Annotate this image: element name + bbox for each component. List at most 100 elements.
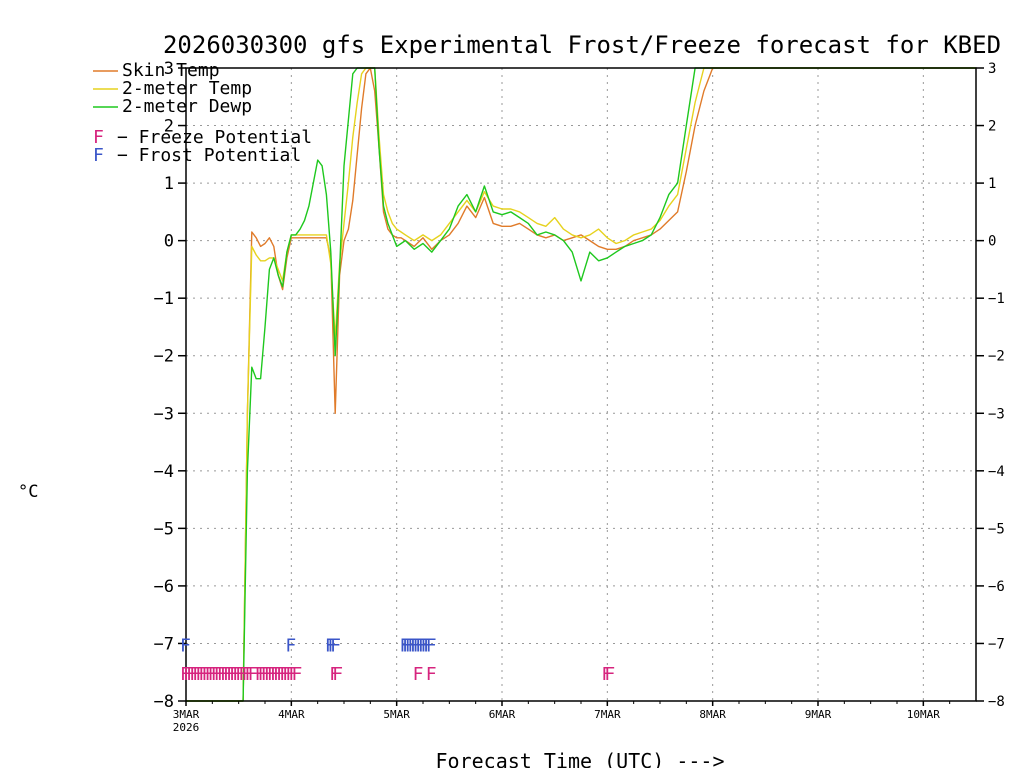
plot-frame — [185, 67, 977, 702]
frost-flag: F — [426, 635, 437, 656]
freeze-flag: F — [291, 664, 302, 685]
series-line-2-meter-dewp — [186, 67, 976, 702]
freeze-flag: F — [202, 664, 213, 685]
frost-flag: F — [423, 635, 434, 656]
freeze-flag: F — [601, 664, 612, 685]
frost-flag: F — [330, 635, 341, 656]
y-tick-label: −7 — [154, 634, 174, 654]
freeze-flag: F — [189, 664, 200, 685]
freeze-flag: F — [183, 664, 194, 685]
freeze-flag: F — [205, 664, 216, 685]
y-tick-label: −4 — [154, 462, 174, 482]
y-tick-label-right: 0 — [988, 234, 996, 250]
freeze-flag: F — [413, 664, 424, 685]
x-tick-label: 3MAR — [173, 708, 200, 721]
y-tick-label-right: −2 — [988, 349, 1005, 365]
freeze-flag: F — [261, 664, 272, 685]
y-tick-label: −1 — [154, 289, 174, 309]
y-tick-label-right: −8 — [988, 694, 1005, 710]
y-tick-label: −3 — [154, 404, 174, 424]
flag-legend-label: − Frost Potential — [117, 145, 301, 166]
frost-flag: F — [413, 635, 424, 656]
x-tick-label: 8MAR — [699, 708, 726, 721]
freeze-flag: F — [248, 664, 259, 685]
x-tick-label: 5MAR — [383, 708, 410, 721]
series-line-2-meter-temp — [186, 67, 976, 702]
freeze-flag: F — [220, 664, 231, 685]
freeze-flag: F — [273, 664, 284, 685]
frost-flag: F — [402, 635, 413, 656]
y-axis-left: −8 −7 −6 −5 −4 −3 −2 −1 0 1 2 3 — [154, 59, 186, 712]
freeze-flag: F — [208, 664, 219, 685]
legend-label: Skin Temp — [122, 60, 220, 81]
x-tick-label: 9MAR — [805, 708, 832, 721]
freeze-flag: F — [226, 664, 237, 685]
grid — [186, 68, 976, 701]
freeze-flag: F — [267, 664, 278, 685]
freeze-flag: F — [276, 664, 287, 685]
frost-flag: F — [399, 635, 410, 656]
y-tick-label: −5 — [154, 519, 174, 539]
flag-legend: F − Freeze Potential F − Frost Potential — [93, 127, 312, 166]
frost-flag: F — [327, 635, 338, 656]
x-tick-label: 6MAR — [489, 708, 516, 721]
freeze-flag: F — [241, 664, 252, 685]
freeze-flag: F — [198, 664, 209, 685]
y-tick-label-right: −3 — [988, 406, 1005, 422]
freeze-flag: F — [288, 664, 299, 685]
freeze-flag: F — [186, 664, 197, 685]
freeze-flag: F — [255, 664, 266, 685]
freeze-flag: F — [235, 664, 246, 685]
freeze-flag: F — [229, 664, 240, 685]
freeze-flag: F — [604, 664, 615, 685]
frost-flag: F — [405, 635, 416, 656]
x-tick-label: 4MAR — [278, 708, 305, 721]
freeze-flag: F — [180, 664, 191, 685]
y-tick-label: 0 — [164, 232, 174, 252]
y-tick-label-right: 3 — [988, 61, 996, 77]
y-tick-label: 3 — [164, 59, 174, 79]
freeze-flag: F — [217, 664, 228, 685]
freeze-flag: F — [332, 664, 343, 685]
frost-flag: F — [421, 635, 432, 656]
y-tick-label: −2 — [154, 347, 174, 367]
potential-flags: F F FFF FFFFFFFFFFFFFFFFFFFFFFFFFFFFFFFFFFF… — [180, 635, 615, 685]
series-lines — [186, 67, 976, 702]
frost-flag: F — [285, 635, 296, 656]
x-axis-label: Forecast Time (UTC) ---> — [436, 749, 725, 768]
y-axis-label: °C — [18, 482, 38, 502]
series-line-skin-temp — [186, 67, 976, 702]
frost-flag: F — [418, 635, 429, 656]
y-tick-label-right: −5 — [988, 521, 1005, 537]
x-tick-sublabel: 2026 — [173, 721, 200, 734]
frost-flag: F — [325, 635, 336, 656]
freeze-flag: F — [223, 664, 234, 685]
freeze-flag: F — [279, 664, 290, 685]
freeze-flag: F — [258, 664, 269, 685]
y-tick-label-right: −6 — [988, 579, 1005, 595]
freeze-flag: F — [426, 664, 437, 685]
freeze-flag: F — [285, 664, 296, 685]
freeze-flag: F — [329, 664, 340, 685]
freeze-flag: F — [270, 664, 281, 685]
y-tick-label: −6 — [154, 577, 174, 597]
chart-title: 2026030300 gfs Experimental Frost/Freeze… — [163, 31, 1001, 59]
freeze-flag: F — [282, 664, 293, 685]
y-tick-label-right: 2 — [988, 119, 996, 135]
y-tick-label-right: 1 — [988, 176, 996, 192]
y-tick-label: 1 — [164, 174, 174, 194]
frost-flag: F — [407, 635, 418, 656]
freeze-flag: F — [214, 664, 225, 685]
freeze-flag: F — [245, 664, 256, 685]
freeze-flag: F — [264, 664, 275, 685]
x-tick-label: 10MAR — [907, 708, 940, 721]
freeze-flag: F — [238, 664, 249, 685]
flag-legend-mark: F — [93, 127, 104, 148]
flag-legend-mark: F — [93, 145, 104, 166]
y-axis-right: −8 −7 −6 −5 −4 −3 −2 −1 0 1 2 3 — [976, 61, 1005, 710]
freeze-flag: F — [195, 664, 206, 685]
y-tick-label: 2 — [164, 117, 174, 137]
y-tick-label-right: −4 — [988, 464, 1005, 480]
